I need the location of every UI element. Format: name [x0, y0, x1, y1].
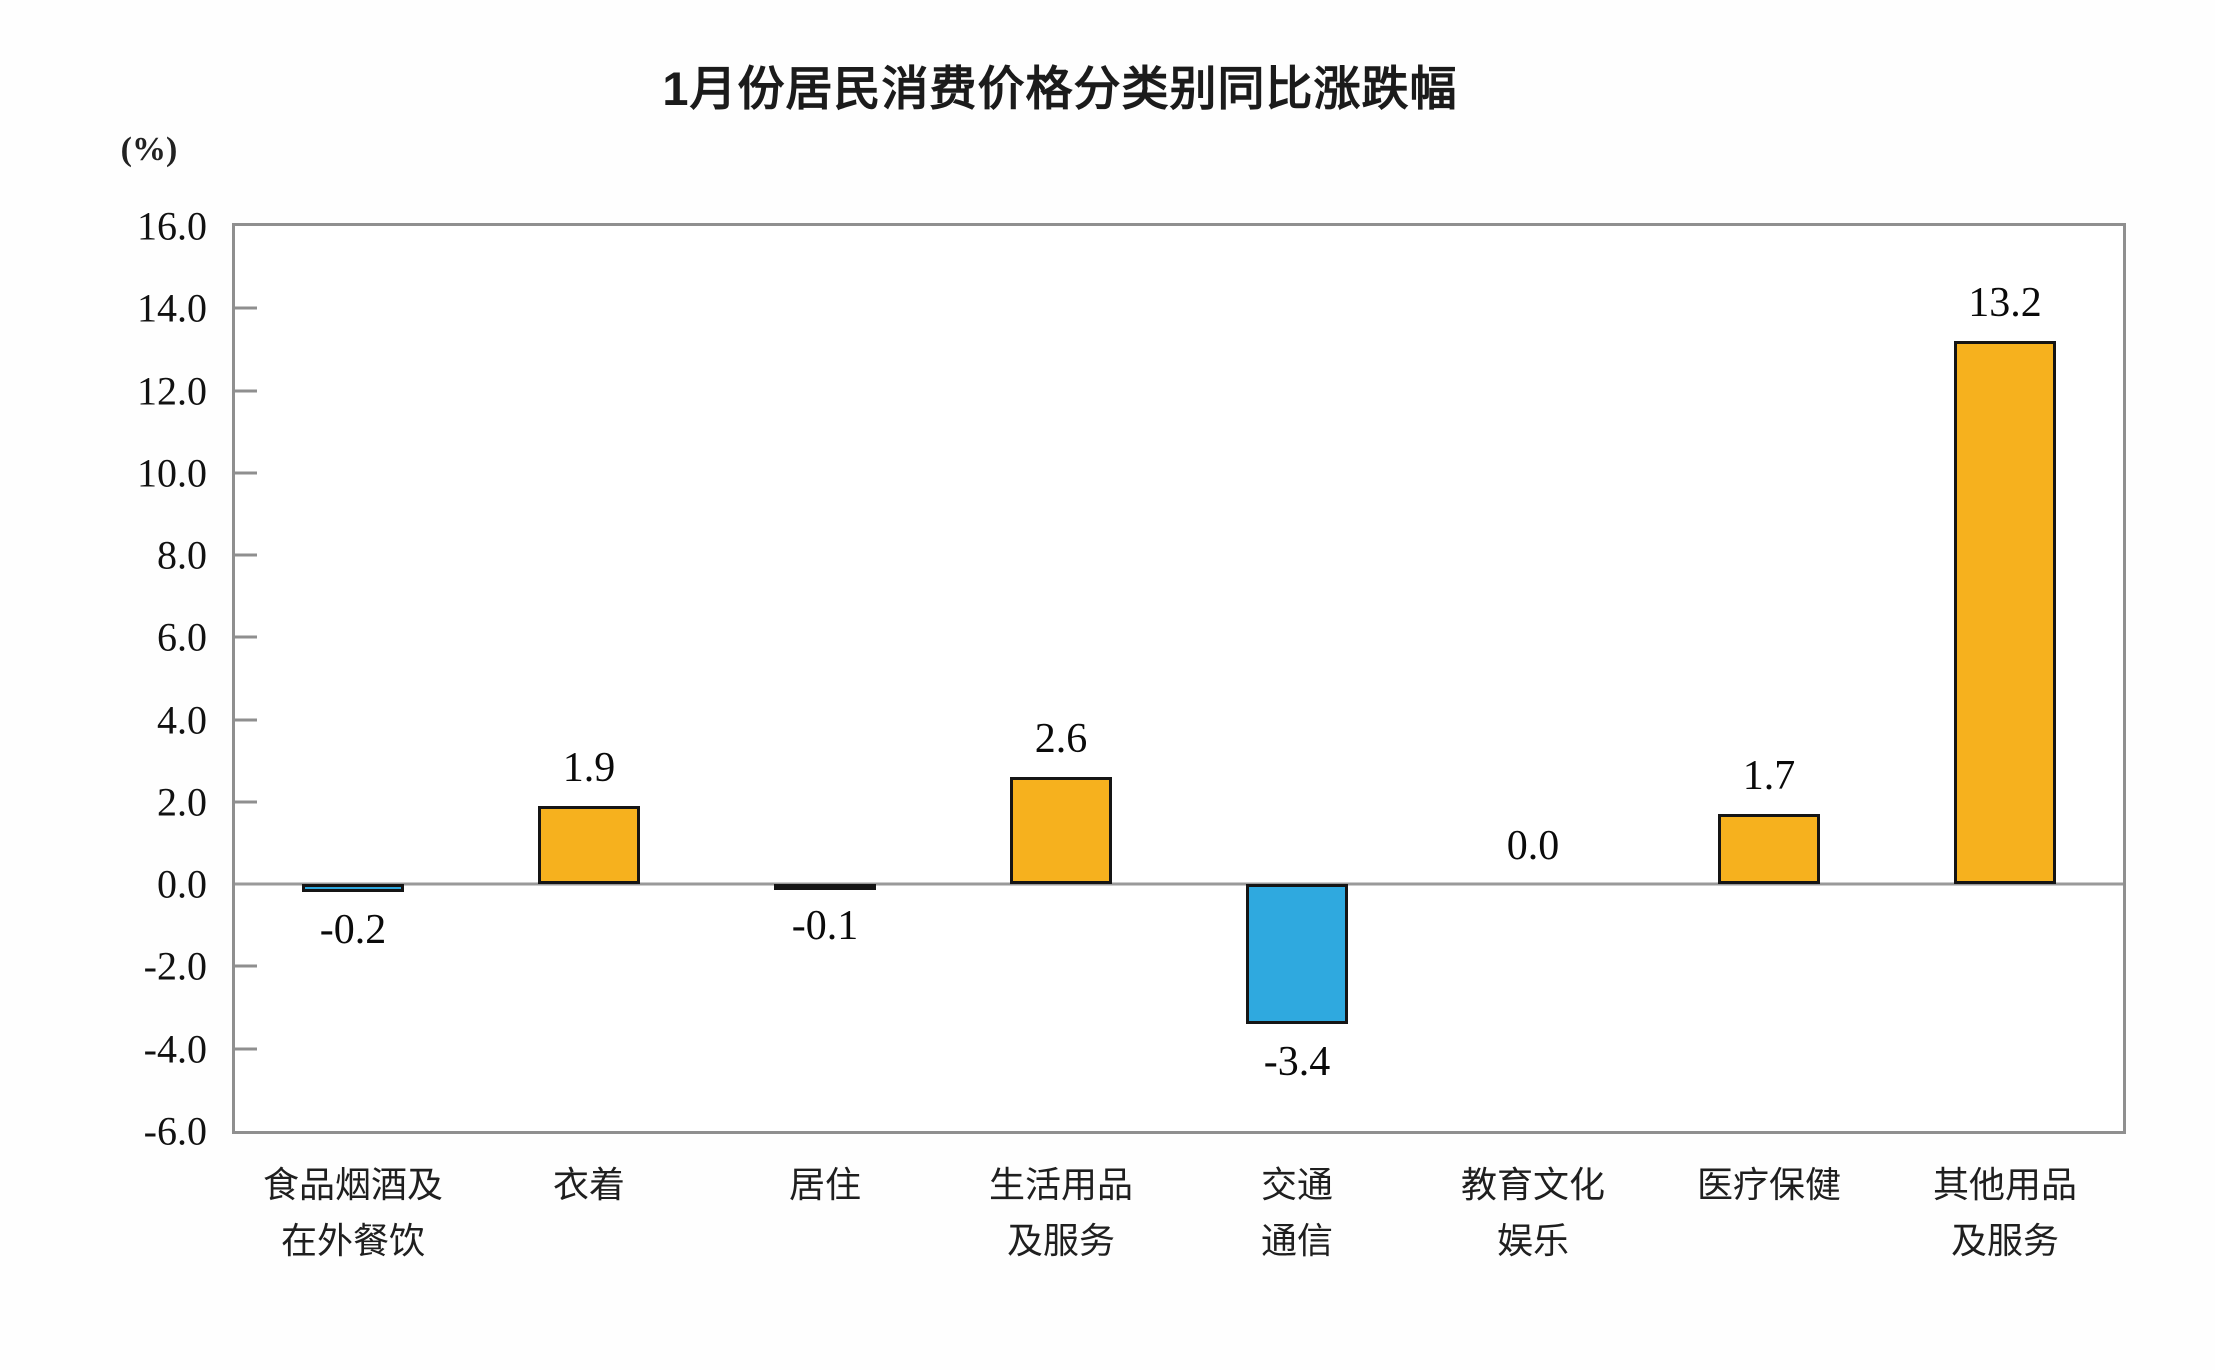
category-label-4: 生活用品 及服务	[989, 1157, 1133, 1269]
y-axis-tick-mark	[235, 964, 257, 968]
bar-1	[302, 884, 404, 893]
chart-title: 1月份居民消费价格分类别同比涨跌幅	[662, 62, 1458, 115]
value-label-8: 13.2	[1968, 280, 2042, 327]
category-label-line: 教育文化	[1460, 1164, 1606, 1205]
y-axis-tick-mark	[235, 389, 257, 393]
y-axis-tick-mark	[235, 553, 257, 557]
category-label-7: 医疗保健	[1697, 1157, 1841, 1213]
category-label-6: 教育文化 娱乐	[1461, 1157, 1605, 1269]
zero-baseline	[235, 882, 2123, 886]
bar-7	[1718, 814, 1820, 885]
y-axis-tick-label: 0.0	[157, 861, 207, 907]
category-label-line: 其他用品	[1932, 1164, 2078, 1205]
bar-2	[538, 806, 640, 885]
bar-5	[1246, 884, 1348, 1025]
value-label-7: 1.7	[1742, 753, 1796, 800]
category-label-line: 医疗保健	[1696, 1164, 1842, 1205]
category-label-5: 交通 通信	[1261, 1157, 1333, 1269]
value-label-5: -3.4	[1263, 1039, 1331, 1086]
y-axis-unit-label: (%)	[120, 131, 178, 168]
category-label-line: 交通	[1260, 1164, 1334, 1205]
category-label-line: 食品烟酒及	[262, 1164, 444, 1205]
y-axis-tick-label: -6.0	[143, 1108, 207, 1154]
plot-area: 16.0 14.0 12.0 10.0 8.0 6.0 4.0 2.0 0.0 -2.0 -4.0 -…	[137, 204, 2126, 1261]
value-label-2: 1.9	[562, 745, 616, 792]
y-axis-tick-mark	[235, 718, 257, 722]
category-label-line: 在外餐饮	[280, 1219, 426, 1261]
y-axis-tick-mark	[235, 635, 257, 639]
category-label-3: 居住	[789, 1157, 861, 1213]
y-axis-tick-label: 16.0	[137, 203, 207, 249]
y-axis-tick-mark	[235, 306, 257, 310]
category-label-line: 居住	[788, 1164, 862, 1205]
y-axis-tick-label: 10.0	[137, 450, 207, 496]
y-axis-tick-label: -4.0	[143, 1026, 207, 1072]
y-axis-tick-label: 4.0	[157, 697, 207, 743]
y-axis-tick-mark	[235, 800, 257, 804]
value-label-3: -0.1	[791, 903, 859, 950]
bar-4	[1010, 777, 1112, 885]
y-axis-tick-mark	[235, 1047, 257, 1051]
category-label-line: 娱乐	[1496, 1219, 1570, 1261]
category-label-2: 衣着	[553, 1157, 625, 1213]
y-axis-tick-mark	[235, 471, 257, 475]
category-label-line: 衣着	[552, 1164, 626, 1205]
value-label-4: 2.6	[1034, 716, 1088, 763]
y-axis-tick-label: 14.0	[137, 285, 207, 331]
category-label-line: 及服务	[1950, 1219, 2060, 1261]
value-label-6: 0.0	[1506, 823, 1560, 870]
y-axis-tick-label: 8.0	[157, 532, 207, 578]
bar-8	[1954, 341, 2056, 885]
y-axis-tick-label: 6.0	[157, 614, 207, 660]
value-label-1: -0.2	[319, 907, 387, 954]
category-label-1: 食品烟酒及 在外餐饮	[263, 1157, 443, 1269]
category-label-line: 通信	[1260, 1219, 1334, 1261]
bar-3	[774, 884, 876, 891]
category-label-8: 其他用品 及服务	[1933, 1157, 2077, 1269]
category-label-line: 及服务	[1006, 1219, 1116, 1261]
y-axis-tick-label: 2.0	[157, 779, 207, 825]
category-label-line: 生活用品	[988, 1164, 1134, 1205]
y-axis-tick-label: 12.0	[137, 368, 207, 414]
y-axis-tick-label: -2.0	[143, 943, 207, 989]
